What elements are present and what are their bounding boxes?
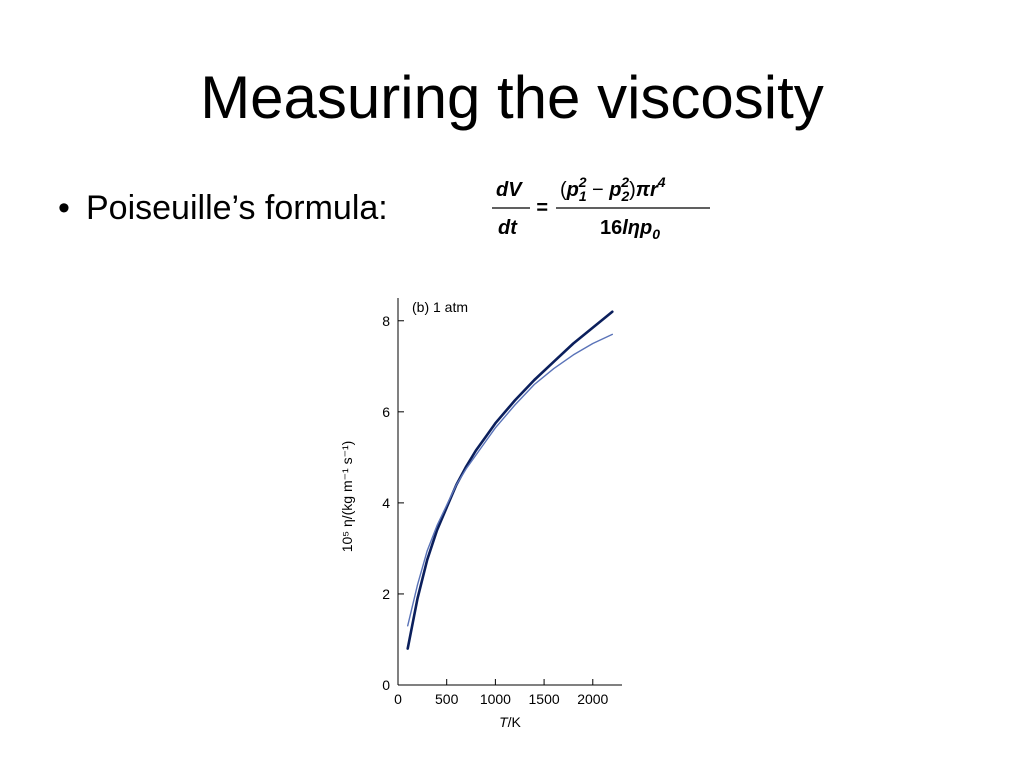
bullet-item: • Poiseuille’s formula: bbox=[58, 188, 388, 228]
panel-label: (b) 1 atm bbox=[412, 299, 468, 315]
chart-series bbox=[406, 310, 614, 650]
viscosity-chart: 0 2 4 6 8 0 500 1000 1500 2000 (b) 1 atm T/K 10⁵ … bbox=[339, 298, 622, 730]
coefficient-16: 16 bbox=[600, 217, 622, 239]
formula-rhs-denominator: 16lηp0 bbox=[600, 217, 660, 242]
formula-lhs-numerator: dV bbox=[496, 179, 523, 201]
superscript-4: 4 bbox=[657, 174, 666, 190]
pi-r: πr bbox=[636, 179, 659, 201]
l-eta-p: lηp bbox=[622, 217, 652, 239]
x-tick-label: 2000 bbox=[577, 691, 608, 707]
minus-sign: − bbox=[586, 179, 609, 201]
x-tick-label: 0 bbox=[394, 691, 402, 707]
y-tick-label: 0 bbox=[382, 677, 390, 693]
x-axis-label: T/K bbox=[499, 714, 521, 730]
chart-axes: 0 2 4 6 8 0 500 1000 1500 2000 bbox=[382, 298, 622, 707]
p-symbol-2: p bbox=[608, 179, 621, 201]
x-tick-label: 500 bbox=[435, 691, 459, 707]
y-tick-label: 8 bbox=[382, 313, 390, 329]
formula-equals: = bbox=[536, 197, 548, 219]
formula-rhs-numerator: (p12 − p22)πr4 bbox=[560, 174, 666, 204]
subscript-0: 0 bbox=[652, 226, 660, 242]
x-tick-label: 1500 bbox=[529, 691, 560, 707]
subscript-1: 1 bbox=[579, 188, 587, 204]
series-line-2 bbox=[406, 333, 613, 627]
paren-close: ) bbox=[629, 179, 636, 201]
y-tick-label: 4 bbox=[382, 495, 390, 511]
series-line-1 bbox=[406, 310, 614, 650]
superscript-2: 2 bbox=[620, 174, 629, 190]
paren-open: ( bbox=[560, 179, 567, 201]
poiseuille-formula: dV dt = (p12 − p22)πr4 16lηp0 bbox=[492, 174, 710, 242]
x-tick-label: 1000 bbox=[480, 691, 511, 707]
subscript-2: 2 bbox=[621, 188, 630, 204]
formula-lhs-denominator: dt bbox=[498, 217, 518, 239]
y-tick-label: 2 bbox=[382, 586, 390, 602]
x-label-unit: /K bbox=[508, 714, 522, 730]
bullet-symbol: • bbox=[58, 189, 70, 227]
p-symbol-1: p bbox=[566, 179, 579, 201]
superscript-1: 2 bbox=[578, 174, 587, 190]
slide-title: Measuring the viscosity bbox=[200, 64, 824, 131]
x-label-symbol: T bbox=[499, 714, 509, 730]
bullet-text: Poiseuille’s formula: bbox=[86, 189, 388, 227]
y-axis-label: 10⁵ η/(kg m⁻¹ s⁻¹) bbox=[339, 441, 355, 553]
y-tick-label: 6 bbox=[382, 404, 390, 420]
